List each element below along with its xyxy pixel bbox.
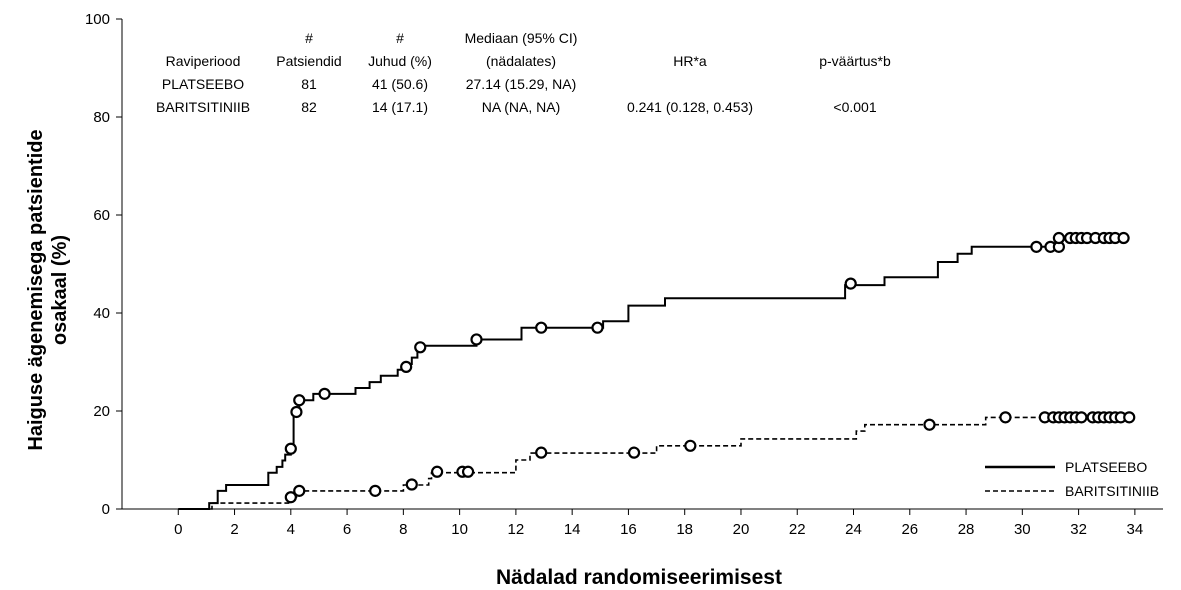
table-cell: 81 [301,76,317,92]
y-axis-title-line-2: osakaal (%) [49,235,71,345]
y-axis-title-line-1: Haiguse ägenemisega patsientide [25,129,47,450]
table-cell: 14 (17.1) [372,99,428,115]
censor-marker-baritsitiniib [535,446,548,459]
table-cell: 41 (50.6) [372,76,428,92]
x-tick-label: 24 [845,521,862,538]
censor-marker-baritsitiniib [1123,411,1136,424]
censor-marker-platseebo [284,442,297,455]
table-header-cell: HR*a [673,53,707,69]
table-cell: 82 [301,99,317,115]
series-line-baritsitiniib [178,416,1130,510]
y-tick-label: 0 [102,501,110,518]
censor-marker-platseebo [470,333,483,346]
censor-marker-platseebo [414,341,427,354]
table-header-cell: Patsiendid [276,53,341,69]
y-tick-label: 40 [93,305,110,322]
legend-label-baritsitiniib: BARITSITINIIB [1065,483,1159,499]
table-cell: BARITSITINIIB [156,99,250,115]
y-tick-label: 100 [85,11,110,28]
annotation-table: # # Mediaan (95% CI) Raviperiood Patsiendid J… [156,30,891,115]
x-tick-label: 22 [789,521,806,538]
x-tick-label: 10 [451,521,468,538]
censor-marker-platseebo [1052,231,1066,245]
censor-marker-baritsitiniib [369,484,382,497]
table-cell: NA (NA, NA) [482,99,561,115]
legend-label-platseebo: PLATSEEBO [1065,459,1147,475]
censor-marker-platseebo [293,394,306,407]
table-header-top-cell: # [305,30,313,46]
table-header-cell: p-väärtus*b [819,53,891,69]
censor-marker-baritsitiniib [284,491,297,504]
series-line-platseebo [178,237,1124,510]
table-header-cell: (nädalates) [486,53,556,69]
table-cell: PLATSEEBO [162,76,244,92]
table-header-cell: Raviperiood [166,53,241,69]
censor-marker-platseebo [400,360,413,373]
x-tick-label: 4 [287,521,295,538]
censor-marker-platseebo [290,405,303,419]
x-tick-label: 0 [174,521,182,538]
censor-marker-platseebo [318,387,331,400]
censor-marker-baritsitiniib [627,446,641,459]
x-tick-label: 34 [1127,521,1144,538]
censor-marker-platseebo [1030,240,1043,253]
x-tick-label: 16 [620,521,637,538]
censor-marker-platseebo [535,321,548,334]
x-tick-label: 6 [343,521,351,538]
x-tick-label: 18 [676,521,693,538]
x-tick-label: 14 [564,521,581,538]
table-cell: <0.001 [833,99,876,115]
censor-marker-baritsitiniib [461,465,475,478]
legend: PLATSEEBO BARITSITINIIB [985,459,1159,499]
table-cell: 0.241 (0.128, 0.453) [627,99,753,115]
table-header-top-cell: # [396,30,404,46]
x-axis-title: Nädalad randomiseerimisest [496,566,782,589]
censor-marks [284,231,1136,504]
censor-marker-baritsitiniib [431,465,444,478]
censor-marker-baritsitiniib [1075,411,1088,424]
y-tick-label: 60 [93,207,110,224]
censor-marker-platseebo [591,321,604,334]
x-tick-label: 12 [508,521,525,538]
censor-marker-baritsitiniib [923,418,936,431]
y-tick-label: 20 [93,403,110,420]
y-tick-label: 80 [93,109,110,126]
x-tick-label: 2 [230,521,238,538]
table-header-cell: Juhud (%) [368,53,432,69]
censor-marker-platseebo [844,277,857,290]
table-cell: 27.14 (15.29, NA) [466,76,577,92]
axes [116,18,1163,515]
x-tick-label: 8 [399,521,407,538]
x-tick-label: 30 [1014,521,1031,538]
censor-marker-platseebo [1117,231,1130,245]
censor-marker-baritsitiniib [405,478,418,491]
censor-marker-baritsitiniib [293,484,306,497]
x-tick-label: 28 [958,521,975,538]
x-tick-label: 32 [1070,521,1087,538]
series-lines [178,237,1130,510]
censor-marker-baritsitiniib [999,411,1012,424]
table-header-top-cell: Mediaan (95% CI) [465,30,578,46]
censor-marker-baritsitiniib [684,439,697,452]
x-tick-label: 20 [733,521,750,538]
x-tick-label: 26 [901,521,918,538]
